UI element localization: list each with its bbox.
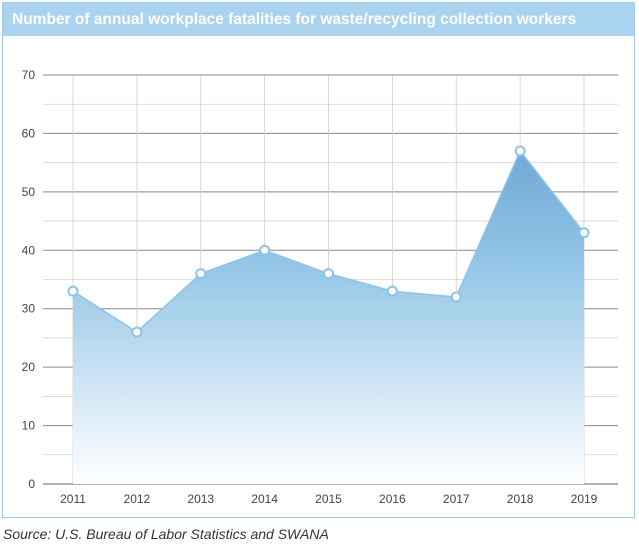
x-axis-ticks: 2011 2012 2013 2014 2015 2016 2017 2018 2019	[60, 492, 598, 506]
area-chart: 0 10 20 30 40 50 60 70 2011 2012 2013 2014 2015 2016…	[22, 68, 618, 506]
y-tick-label: 30	[22, 302, 36, 316]
title-bar: Number of annual workplace fatalities fo…	[3, 3, 634, 36]
y-tick-label: 10	[22, 419, 36, 433]
x-tick-label: 2011	[60, 492, 86, 506]
x-tick-label: 2017	[443, 492, 470, 506]
y-tick-label: 70	[22, 68, 36, 82]
chart-title: Number of annual workplace fatalities fo…	[12, 11, 577, 28]
data-point-2019	[578, 227, 590, 239]
data-point-2013	[195, 268, 207, 280]
data-point-2018	[514, 145, 526, 157]
data-point-2016	[386, 285, 398, 297]
data-point-2017	[450, 291, 462, 303]
markers	[67, 145, 590, 338]
y-tick-label: 0	[28, 477, 35, 491]
x-tick-label: 2015	[315, 492, 342, 506]
y-axis-ticks: 0 10 20 30 40 50 60 70	[22, 68, 36, 491]
y-tick-label: 40	[22, 243, 36, 257]
x-tick-label: 2019	[571, 492, 598, 506]
data-point-2014	[259, 244, 271, 256]
x-tick-label: 2016	[379, 492, 406, 506]
area-fill	[73, 150, 584, 484]
data-point-2011	[67, 285, 79, 297]
x-tick-label: 2013	[187, 492, 214, 506]
y-tick-label: 50	[22, 185, 36, 199]
y-tick-label: 60	[22, 126, 36, 140]
x-tick-label: 2014	[251, 492, 278, 506]
source-note: Source: U.S. Bureau of Labor Statistics …	[3, 526, 329, 542]
y-tick-label: 20	[22, 360, 36, 374]
x-tick-label: 2012	[124, 492, 151, 506]
data-point-2012	[131, 326, 143, 338]
x-tick-label: 2018	[507, 492, 534, 506]
data-point-2015	[323, 268, 334, 280]
